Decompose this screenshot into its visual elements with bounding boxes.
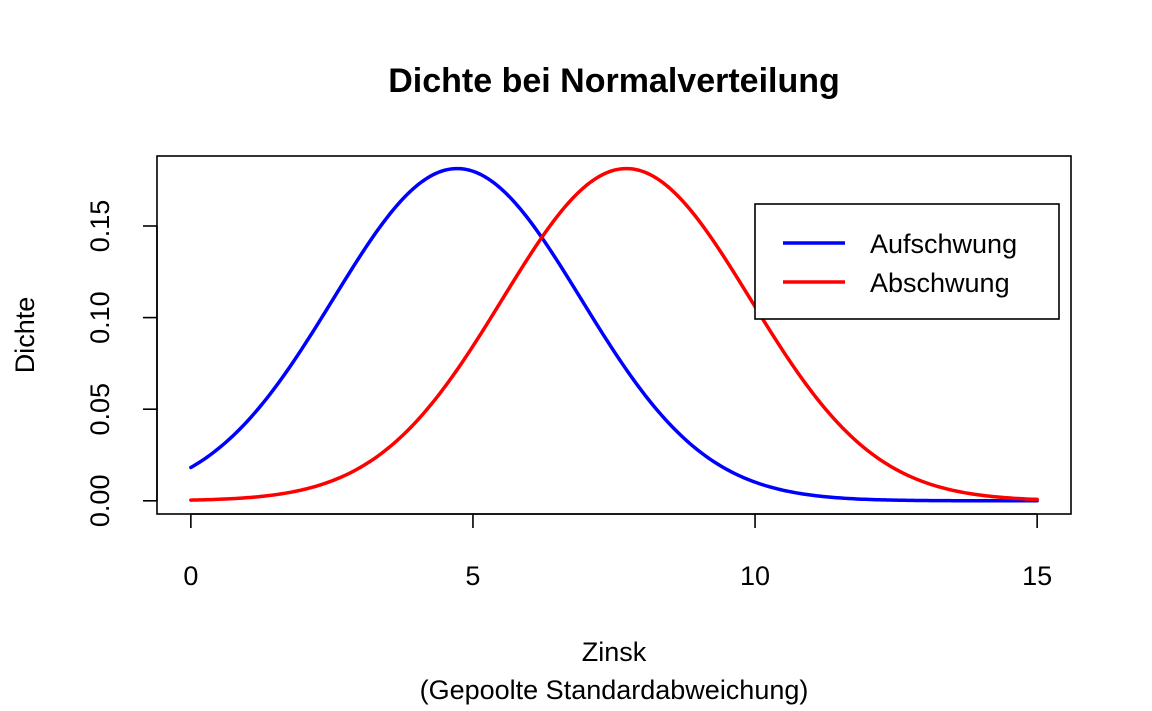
x-tick-label: 0 bbox=[183, 561, 198, 591]
series-line-abschwung bbox=[189, 166, 1039, 502]
chart-title: Dichte bei Normalverteilung bbox=[388, 62, 840, 100]
series-line-aufschwung bbox=[189, 166, 1039, 503]
x-axis-sublabel: (Gepoolte Standardabweichung) bbox=[420, 675, 809, 705]
y-tick-label: 0.10 bbox=[85, 291, 115, 344]
y-axis-label: Dichte bbox=[10, 297, 40, 374]
legend-label-abschwung: Abschwung bbox=[870, 268, 1010, 298]
legend-label-aufschwung: Aufschwung bbox=[870, 229, 1017, 259]
legend-box bbox=[754, 203, 1060, 320]
y-tick-label: 0.15 bbox=[85, 200, 115, 253]
y-tick-label: 0.00 bbox=[85, 475, 115, 528]
y-tick-label: 0.05 bbox=[85, 383, 115, 436]
x-axis: 0 5 10 15 bbox=[183, 513, 1052, 591]
x-tick-label: 15 bbox=[1022, 561, 1052, 591]
y-axis: 0.00 0.05 0.10 0.15 bbox=[85, 200, 158, 528]
series-lines bbox=[189, 166, 1039, 503]
x-tick-label: 10 bbox=[740, 561, 770, 591]
x-axis-label: Zinsk bbox=[582, 637, 647, 667]
x-tick-label: 5 bbox=[465, 561, 480, 591]
legend: Aufschwung Abschwung bbox=[754, 203, 1060, 320]
